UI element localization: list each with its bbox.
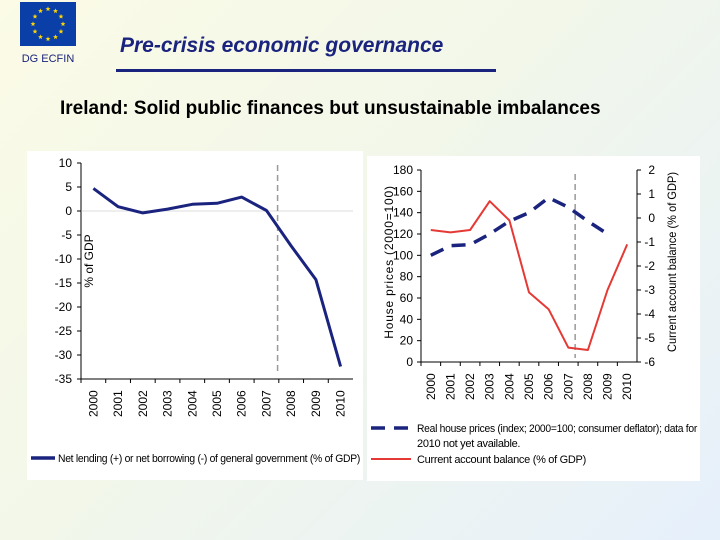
chart-house-prices-current-account: House prices (2000=100) Current account b… (371, 163, 698, 466)
x-tick-label: 2007 (259, 390, 273, 417)
x-tick-label: 2000 (424, 373, 438, 400)
right-y-tick-label: -4 (644, 307, 655, 321)
x-tick-label: 2006 (235, 390, 249, 417)
left-y-tick-label: 100 (393, 248, 413, 262)
title-underline (116, 69, 496, 72)
x-tick-label: 2003 (483, 373, 497, 400)
left-y-axis-label: House prices (2000=100) (382, 185, 396, 338)
y-tick-label: -10 (55, 252, 73, 266)
series-line-net-lending (92, 187, 343, 367)
left-y-tick-label: 0 (406, 355, 413, 369)
eu-star-icon (38, 34, 43, 40)
eu-star-icon (53, 34, 58, 40)
y-tick-label: 10 (59, 156, 73, 170)
right-y-tick-label: -3 (644, 283, 655, 297)
x-tick-label: 2002 (136, 390, 150, 417)
chart-panel-house-prices-current-account: House prices (2000=100) Current account b… (367, 156, 700, 481)
x-tick-label: 2001 (111, 390, 125, 417)
series-line-current-account (430, 200, 629, 351)
y-tick-label: -5 (61, 228, 72, 242)
right-y-tick-label: -6 (644, 355, 655, 369)
legend-label-house-prices-cont: 2010 not yet available. (417, 438, 520, 450)
x-tick-label: 2009 (309, 390, 323, 417)
x-tick-label: 2000 (86, 390, 100, 417)
right-y-tick-label: -5 (644, 331, 655, 345)
x-tick-label: 2005 (210, 390, 224, 417)
right-y-tick-label: 0 (648, 211, 655, 225)
y-tick-label: -20 (55, 300, 73, 314)
legend-label-net-lending: Net lending (+) or net borrowing (-) of … (58, 453, 360, 465)
left-y-tick-label: 180 (393, 163, 413, 177)
series-line-house-prices (430, 195, 609, 257)
y-tick-label: -25 (55, 324, 73, 338)
eu-star-icon (53, 8, 58, 14)
legend-label-house-prices: Real house prices (index; 2000=100; cons… (417, 423, 698, 435)
org-label: DG ECFIN (21, 53, 75, 65)
right-y-tick-label: 1 (648, 187, 655, 201)
left-y-tick-label: 80 (400, 270, 414, 284)
x-tick-label: 2004 (185, 390, 199, 417)
page-title: Pre-crisis economic governance (120, 34, 444, 57)
x-tick-label: 2003 (161, 390, 175, 417)
y-tick-label: 0 (65, 204, 72, 218)
chart-government-balance: % of GDP 10 5 0 -5 -10 -15 -20 -25 -30 -35 2000 20… (31, 156, 360, 465)
chart-panel-government-balance: % of GDP 10 5 0 -5 -10 -15 -20 -25 -30 -35 2000 20… (27, 151, 363, 480)
eu-star-icon (32, 13, 38, 19)
y-tick-label: -30 (55, 348, 73, 362)
eu-star-icon (58, 13, 64, 19)
right-y-tick-label: 2 (648, 163, 655, 177)
x-tick-label: 2002 (463, 373, 477, 400)
right-y-axis-label: Current account balance (% of GDP) (665, 172, 679, 352)
left-y-tick-label: 160 (393, 184, 413, 198)
eu-star-icon (38, 8, 43, 14)
y-tick-label: -35 (55, 372, 73, 386)
left-y-tick-label: 40 (400, 312, 414, 326)
right-y-tick-label: -2 (644, 259, 655, 273)
right-y-tick-label: -1 (644, 235, 655, 249)
x-tick-label: 2005 (522, 373, 536, 400)
eu-star-icon (60, 21, 66, 27)
eu-star-icon (45, 36, 51, 42)
x-tick-label: 2010 (620, 373, 634, 400)
left-y-tick-label: 20 (400, 334, 414, 348)
eu-star-icon (58, 28, 64, 34)
x-tick-label: 2008 (581, 373, 595, 400)
eu-star-icon (32, 28, 38, 34)
left-y-tick-label: 120 (393, 227, 413, 241)
y-tick-label: 5 (65, 180, 72, 194)
x-tick-label: 2001 (443, 373, 457, 400)
left-y-tick-label: 140 (393, 206, 413, 220)
eu-star-icon (30, 21, 36, 27)
x-tick-label: 2010 (334, 390, 348, 417)
y-axis-label: % of GDP (82, 234, 96, 287)
x-tick-label: 2007 (561, 373, 575, 400)
eu-star-icon (45, 6, 51, 12)
x-tick-label: 2004 (502, 373, 516, 400)
page-subtitle: Ireland: Solid public finances but unsus… (60, 98, 601, 119)
legend-label-current-account: Current account balance (% of GDP) (417, 454, 586, 466)
x-tick-label: 2009 (601, 373, 615, 400)
x-tick-label: 2006 (542, 373, 556, 400)
x-tick-label: 2008 (284, 390, 298, 417)
y-tick-label: -15 (55, 276, 73, 290)
eu-flag-icon (20, 2, 76, 46)
left-y-tick-label: 60 (400, 291, 414, 305)
